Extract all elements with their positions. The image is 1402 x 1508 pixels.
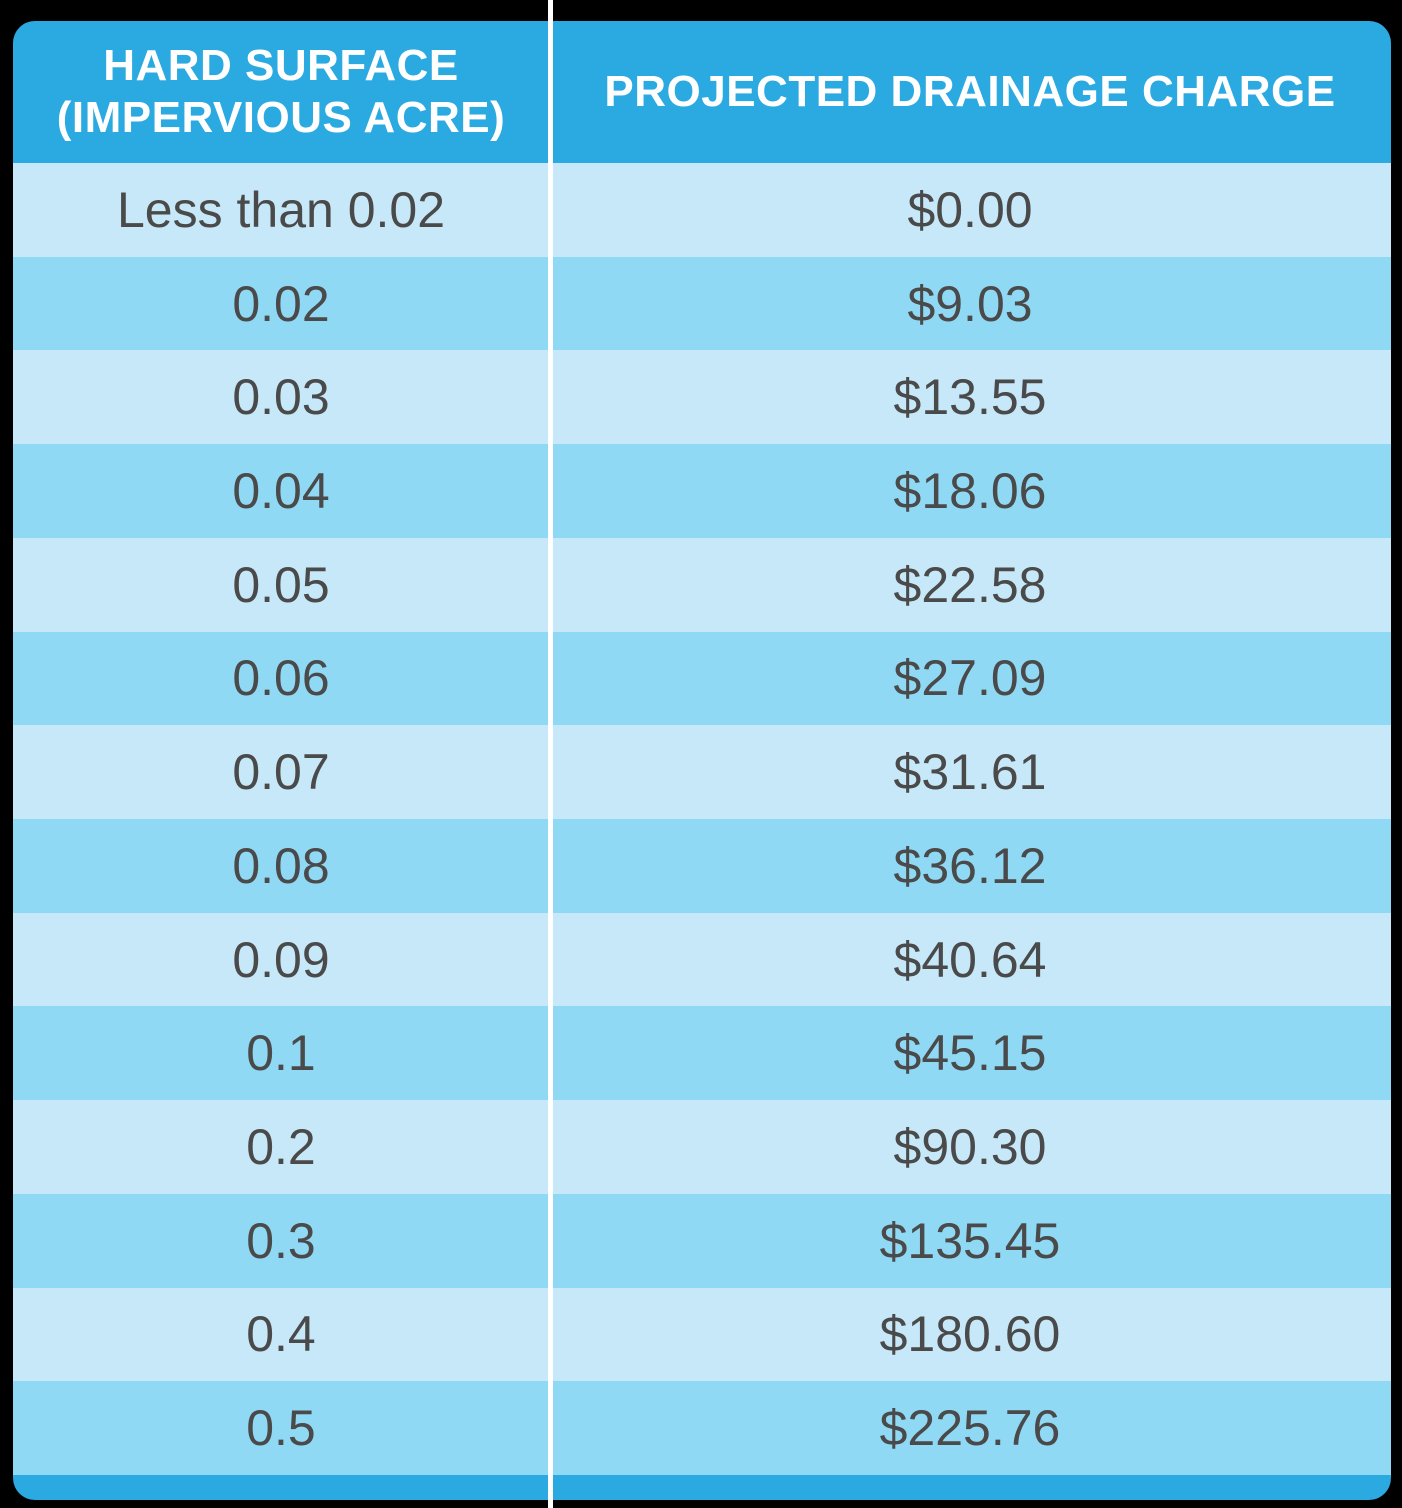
charge-cell: $36.12 bbox=[893, 837, 1047, 894]
surface-cell: 0.3 bbox=[246, 1212, 316, 1269]
table-body: Less than 0.02 $0.00 0.02 $9.03 0.03 $13… bbox=[13, 163, 1391, 1476]
table-row: 0.04 $18.06 bbox=[13, 444, 1391, 538]
surface-cell: 0.2 bbox=[246, 1119, 316, 1176]
table-row: 0.03 $13.55 bbox=[13, 350, 1391, 445]
surface-cell: Less than 0.02 bbox=[116, 181, 446, 238]
table-row: 0.05 $22.58 bbox=[13, 537, 1391, 632]
charge-cell: $27.09 bbox=[893, 650, 1047, 707]
table-row: 0.02 $9.03 bbox=[13, 256, 1391, 351]
surface-cell: 0.02 bbox=[232, 275, 330, 332]
table-row: 0.4 $180.60 bbox=[13, 1287, 1391, 1382]
surface-cell: 0.06 bbox=[232, 650, 330, 707]
charge-cell: $0.00 bbox=[907, 181, 1033, 238]
table-row: 0.2 $90.30 bbox=[13, 1100, 1391, 1194]
charge-cell: $22.58 bbox=[893, 556, 1047, 613]
charge-cell: $31.61 bbox=[893, 744, 1047, 801]
table-row: 0.1 $45.15 bbox=[13, 1006, 1391, 1101]
charge-cell: $18.06 bbox=[893, 463, 1047, 520]
surface-cell: 0.04 bbox=[232, 463, 330, 520]
surface-cell: 0.4 bbox=[246, 1306, 316, 1363]
drainage-charge-column-header: PROJECTED DRAINAGE CHARGE bbox=[549, 21, 1391, 163]
drainage-charge-header-label: PROJECTED DRAINAGE CHARGE bbox=[604, 67, 1336, 117]
surface-cell: 0.05 bbox=[232, 556, 330, 613]
table-row: Less than 0.02 $0.00 bbox=[13, 163, 1391, 257]
charge-cell: $40.64 bbox=[893, 931, 1047, 988]
table-header-row: HARD SURFACE (IMPERVIOUS ACRE) PROJECTED… bbox=[13, 21, 1391, 163]
surface-cell: 0.5 bbox=[246, 1400, 316, 1457]
table-footer-bar bbox=[13, 1475, 1391, 1500]
table-row: 0.3 $135.45 bbox=[13, 1193, 1391, 1288]
charge-cell: $225.76 bbox=[879, 1400, 1061, 1457]
charge-cell: $9.03 bbox=[907, 275, 1033, 332]
charge-cell: $135.45 bbox=[879, 1212, 1061, 1269]
surface-cell: 0.08 bbox=[232, 837, 330, 894]
column-divider-line bbox=[548, 0, 553, 1508]
table-row: 0.09 $40.64 bbox=[13, 912, 1391, 1007]
surface-cell: 0.07 bbox=[232, 744, 330, 801]
charge-cell: $180.60 bbox=[879, 1306, 1061, 1363]
surface-cell: 0.1 bbox=[246, 1025, 316, 1082]
surface-cell: 0.03 bbox=[232, 369, 330, 426]
table-row: 0.5 $225.76 bbox=[13, 1381, 1391, 1476]
surface-cell: 0.09 bbox=[232, 931, 330, 988]
hard-surface-header-line-2: (IMPERVIOUS ACRE) bbox=[56, 93, 506, 142]
charge-cell: $45.15 bbox=[893, 1025, 1047, 1082]
charge-cell: $90.30 bbox=[893, 1119, 1047, 1176]
table-row: 0.06 $27.09 bbox=[13, 631, 1391, 726]
drainage-charge-table: HARD SURFACE (IMPERVIOUS ACRE) PROJECTED… bbox=[13, 21, 1391, 1500]
hard-surface-header-line-1: HARD SURFACE bbox=[103, 41, 459, 91]
table-row: 0.08 $36.12 bbox=[13, 819, 1391, 913]
table-row: 0.07 $31.61 bbox=[13, 725, 1391, 820]
hard-surface-column-header: HARD SURFACE (IMPERVIOUS ACRE) bbox=[13, 21, 549, 163]
charge-cell: $13.55 bbox=[893, 369, 1047, 426]
